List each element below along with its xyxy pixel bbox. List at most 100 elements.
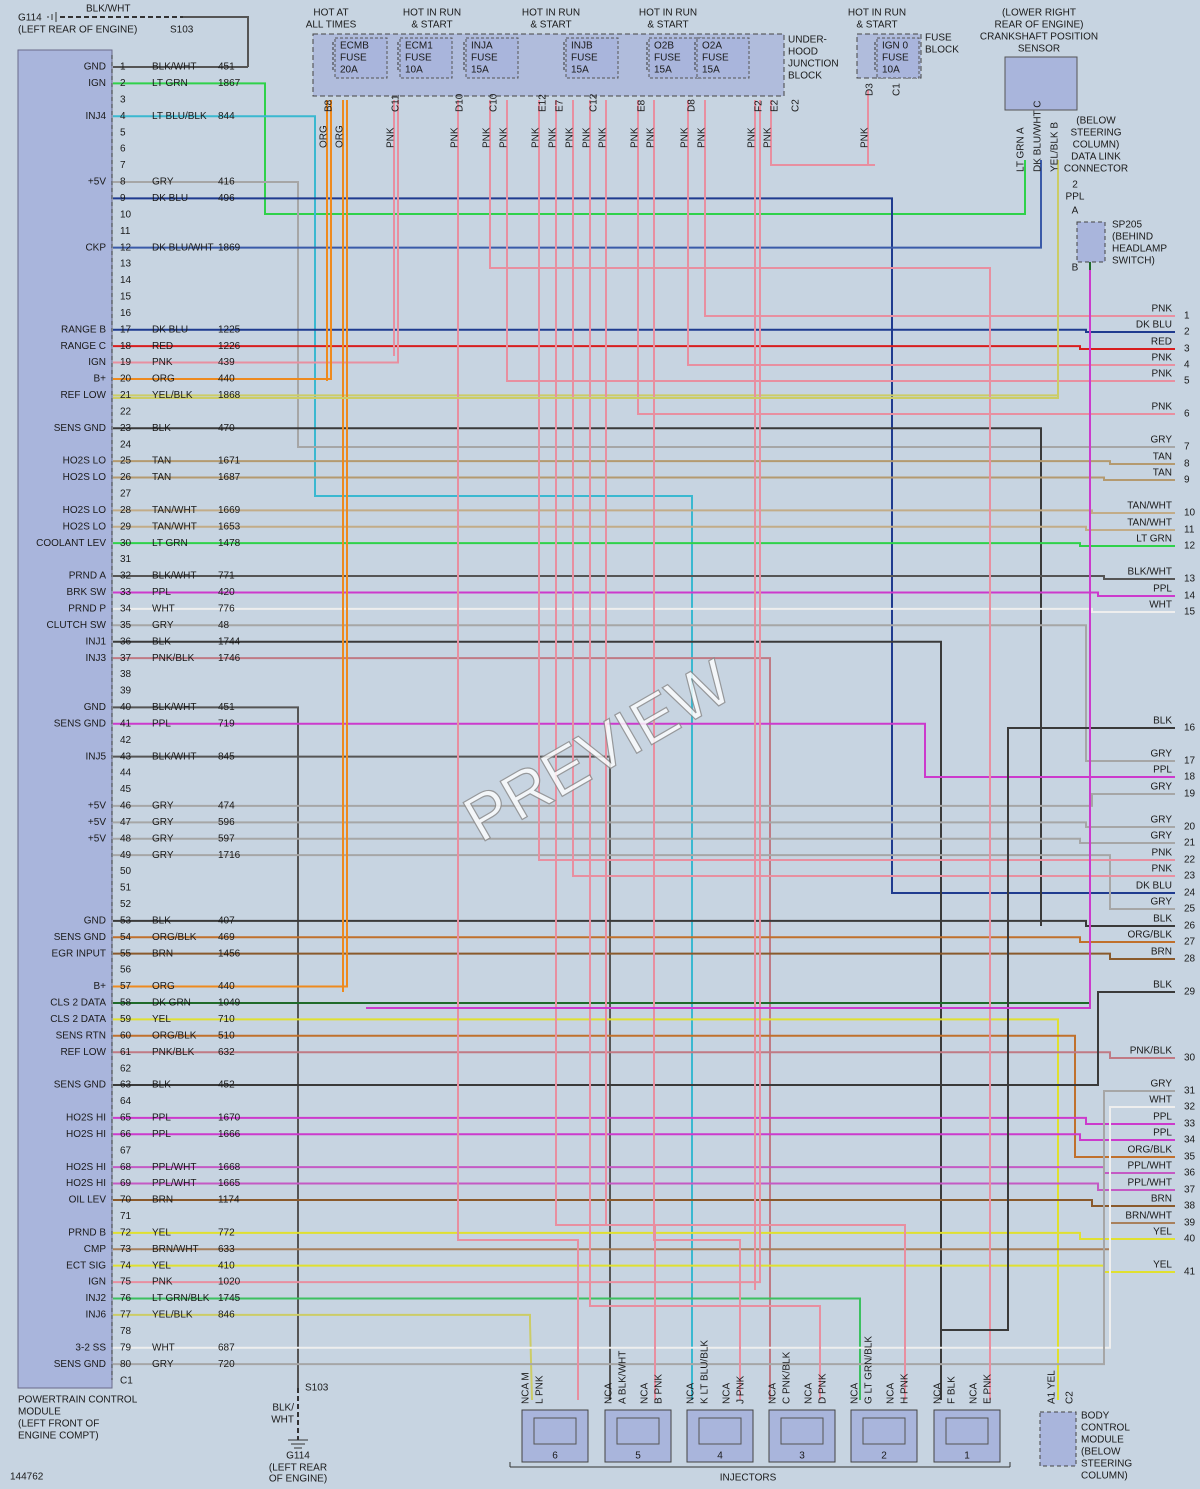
wire-color: LT GRN/BLK (152, 1293, 210, 1304)
wire (113, 427, 1042, 926)
connector-pin: 31 (1184, 1086, 1196, 1097)
injector-coil (945, 1417, 989, 1445)
connector-pin: 38 (1184, 1201, 1196, 1212)
injector-pin: E PNK (983, 1374, 994, 1404)
wire-color: BRN/WHT (152, 1244, 199, 1255)
pin-label: RANGE B (61, 324, 106, 335)
pin-number: 63 (120, 1080, 132, 1091)
circuit-number: 845 (218, 751, 235, 762)
pin-number: 21 (120, 390, 132, 401)
pcm-name: POWERTRAIN CONTROL (18, 1395, 138, 1406)
pin-label: INJ5 (85, 751, 106, 762)
circuit-number: 1869 (218, 242, 241, 253)
pin-label: HO2S LO (63, 456, 107, 467)
dlc-name: DATA LINK (1071, 152, 1121, 163)
wire-color: DK BLU/WHT (152, 242, 214, 253)
pin-number: 35 (120, 620, 132, 631)
pin-label: CLS 2 DATA (50, 1014, 106, 1025)
circuit-number: 470 (218, 423, 235, 434)
circuit-number: 771 (218, 571, 235, 582)
wire (704, 100, 1175, 317)
wire (113, 1133, 1175, 1141)
pin-label: HO2S HI (66, 1129, 106, 1140)
pcm-box (17, 49, 113, 1389)
wire-color: GRY (1151, 897, 1173, 908)
pin-number: 54 (120, 932, 132, 943)
wire-color: LT BLU/BLK (152, 111, 207, 122)
wire (113, 1313, 533, 1401)
pin-number: 73 (120, 1244, 132, 1255)
wire (113, 722, 1175, 778)
block-pin: D3 (865, 83, 876, 96)
wire-color: DK BLU (152, 324, 188, 335)
connector-pin: 24 (1184, 888, 1196, 899)
circuit-number: 48 (218, 620, 230, 631)
wire-color: GRY (152, 1359, 174, 1370)
block-name: BLOCK (788, 71, 822, 82)
pin-label: GND (84, 702, 106, 713)
wire-color: ORG/BLK (152, 1030, 197, 1041)
circuit-number: 469 (218, 932, 235, 943)
wire-color: GRY (1151, 831, 1173, 842)
pin-number: 47 (120, 817, 132, 828)
wire-color: WHT (1149, 600, 1172, 611)
circuit-number: 1456 (218, 948, 241, 959)
pin-number: 2 (120, 78, 126, 89)
fuse-label: 15A (571, 65, 589, 76)
wire (538, 100, 1175, 861)
wire-color: LT GRN (1136, 534, 1172, 545)
pin-label: PRND A (69, 571, 107, 582)
pin-number: 48 (120, 833, 132, 844)
wire-color: GRY (152, 177, 174, 188)
pin-number: 75 (120, 1277, 132, 1288)
block-pin: B8 (324, 99, 335, 112)
wire-color: ORG (152, 981, 175, 992)
wire-color: PPL (1153, 1112, 1172, 1123)
pin-label: ECT SIG (66, 1260, 106, 1271)
splice-name: SP205 (1112, 220, 1142, 231)
wire (637, 100, 1175, 415)
wire (113, 82, 1026, 215)
fuse-label: 20A (340, 65, 358, 76)
pin-number: 24 (120, 439, 132, 450)
circuit-number: 844 (218, 111, 235, 122)
wire-color: GRY (152, 801, 174, 812)
wire-color: PPL (1066, 192, 1085, 203)
pin-number: 71 (120, 1211, 132, 1222)
pin-number: 67 (120, 1145, 132, 1156)
wire-color: BLK (152, 423, 171, 434)
wire-color: PNK (582, 127, 593, 148)
ground-location: OF ENGINE) (269, 1474, 327, 1485)
pin-label: +5V (88, 177, 106, 188)
splice-name: SWITCH) (1112, 256, 1155, 267)
pin-label: INJ1 (85, 636, 106, 647)
fuse-label: FUSE (702, 53, 729, 64)
connector-pin: 32 (1184, 1102, 1196, 1113)
circuit-number: 687 (218, 1342, 235, 1353)
circuit-number: 440 (218, 981, 235, 992)
fuse-label: ECM1 (405, 41, 433, 52)
splice-name: S103 (170, 25, 194, 36)
pin-label: PRND B (68, 1227, 106, 1238)
block-pin: C2 (791, 99, 802, 112)
wire (113, 793, 1175, 807)
pin-label: HO2S LO (63, 472, 107, 483)
pin-label: GND (84, 62, 106, 73)
wire-color: TAN (152, 472, 171, 483)
injector-pin: NCA (768, 1383, 779, 1404)
splice-name: (BEHIND (1112, 232, 1153, 243)
wire (113, 100, 348, 988)
power-heading: ALL TIMES (306, 20, 357, 31)
fuse-label: INJB (571, 41, 593, 52)
connector-pin: 4 (1184, 360, 1190, 371)
pin-number: 38 (120, 669, 132, 680)
circuit-number: 451 (218, 702, 235, 713)
wire-color: PPL (152, 718, 171, 729)
block-name: BLOCK (925, 45, 959, 56)
splice-end: A (1072, 206, 1079, 217)
fuse-label: FUSE (340, 53, 367, 64)
connector-pin: 39 (1184, 1218, 1196, 1229)
connector-pin: 21 (1184, 838, 1196, 849)
injector-pin: H PNK (900, 1373, 911, 1404)
ground-name: G114 (286, 1451, 310, 1462)
